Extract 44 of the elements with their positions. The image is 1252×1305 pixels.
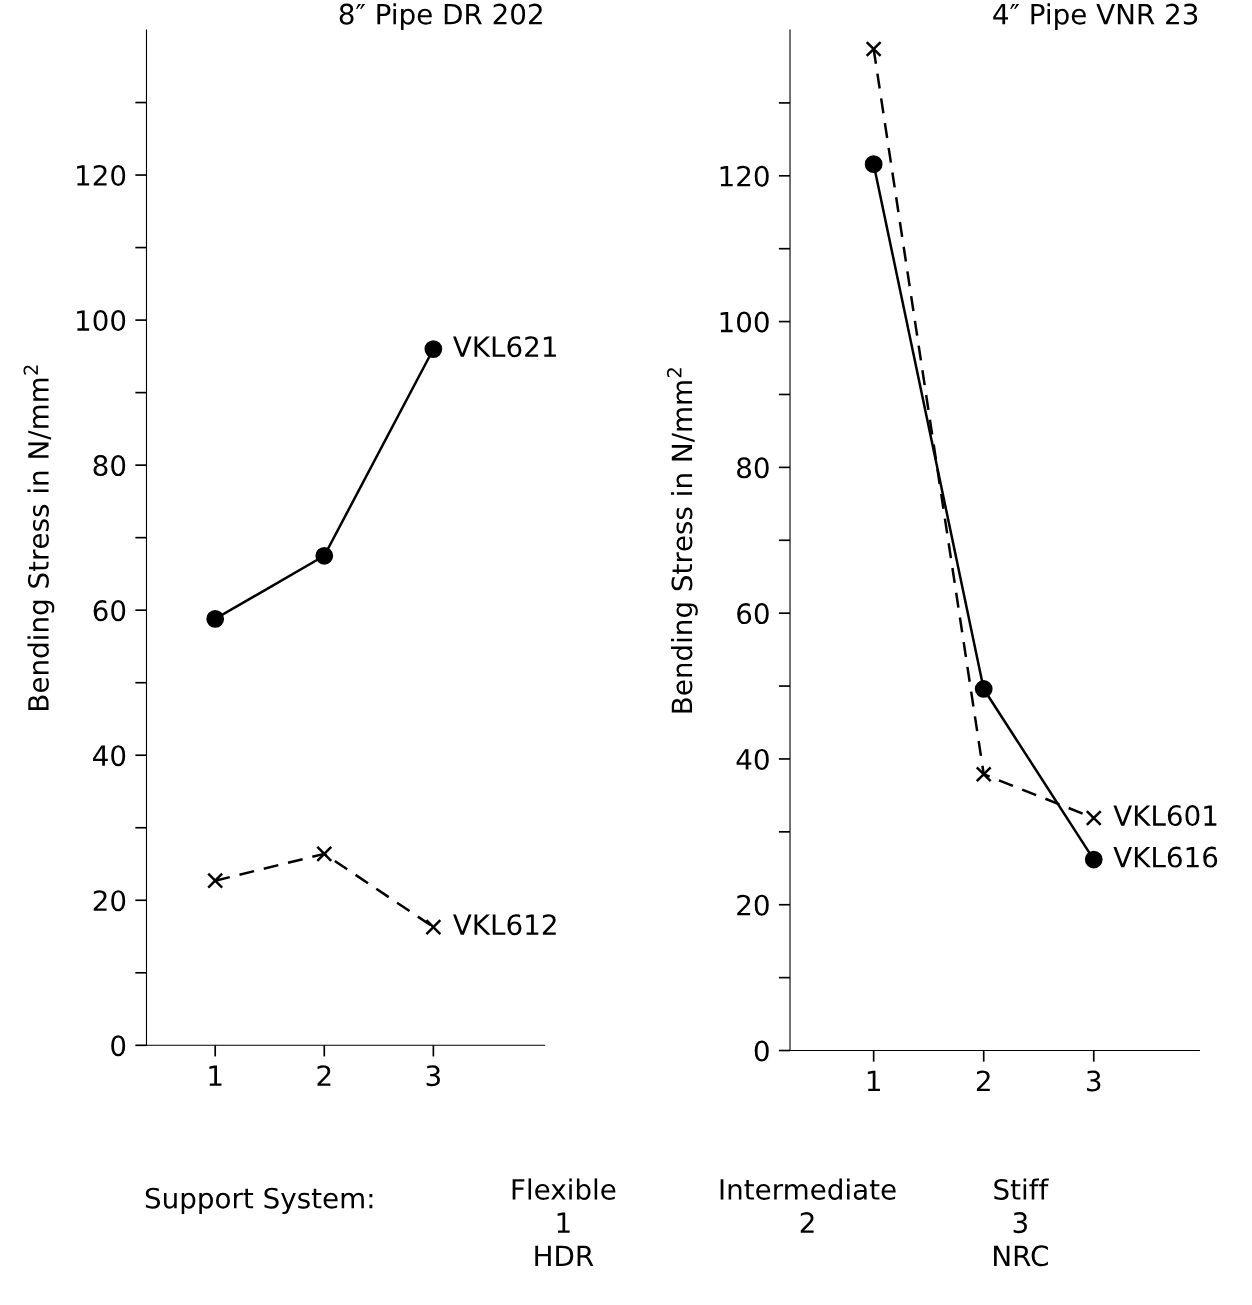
point <box>315 546 334 565</box>
y-tick-label: 60 <box>737 603 769 625</box>
y-tick-label: 20 <box>93 890 126 912</box>
y-tick-label: 80 <box>93 455 126 477</box>
point <box>864 155 883 174</box>
text: Flexible 1 HDR <box>512 1178 616 1266</box>
y-tick-label: 80 <box>737 457 769 479</box>
point <box>424 340 443 358</box>
point <box>865 40 882 58</box>
x-tick-label: 3 <box>426 1065 440 1087</box>
series-label: VKL601 <box>1113 805 1217 827</box>
x-tick-label: 1 <box>867 1070 880 1092</box>
chart-title: 8″ Pipe DR 202 <box>339 3 542 31</box>
point <box>206 609 225 628</box>
y-tick-label: 0 <box>111 1035 126 1057</box>
point <box>1085 809 1102 827</box>
y-axis-title: Bending Stress in N/mm$^{2}$ <box>23 365 55 710</box>
point <box>425 918 442 936</box>
y-tick-label: 0 <box>754 1040 769 1062</box>
series-label: VKL612 <box>453 914 556 936</box>
y-axis-title: Bending Stress in N/mm$^{2}$ <box>666 368 698 713</box>
x-tick-label: 3 <box>1087 1070 1101 1092</box>
point <box>207 872 224 889</box>
text: Stiff 3 NRC <box>994 1178 1049 1267</box>
point <box>1084 850 1103 869</box>
x-tick-label: 2 <box>976 1070 990 1092</box>
point <box>316 845 333 863</box>
point <box>974 680 993 698</box>
point <box>975 766 992 783</box>
series-label: VKL616 <box>1113 846 1218 868</box>
text: Intermediate 2 <box>720 1178 896 1233</box>
x-tick-label: 1 <box>209 1065 222 1086</box>
series-label: VKL621 <box>453 336 556 358</box>
chart-title: 4″ Pipe VNR 23 <box>993 3 1198 31</box>
y-tick-label: 120 <box>77 164 126 186</box>
y-tick-label: 100 <box>720 311 769 333</box>
y-tick-label: 100 <box>77 310 126 332</box>
text: Support System: <box>145 1187 373 1215</box>
y-tick-label: 120 <box>720 165 769 187</box>
y-tick-label: 40 <box>93 745 126 767</box>
y-tick-label: 40 <box>736 748 769 770</box>
y-tick-label: 20 <box>737 894 769 916</box>
x-tick-label: 2 <box>317 1065 331 1086</box>
y-tick-label: 60 <box>93 600 126 622</box>
